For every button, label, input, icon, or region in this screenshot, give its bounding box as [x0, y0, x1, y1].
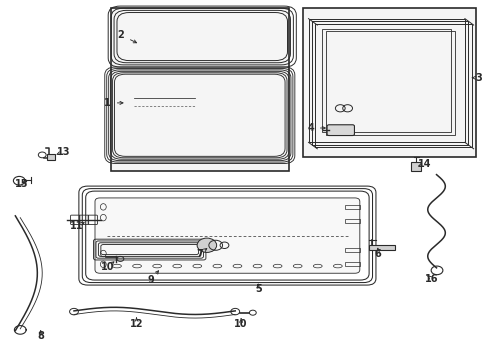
Bar [345, 220, 360, 223]
Text: 1: 1 [104, 98, 111, 108]
Text: 16: 16 [425, 274, 439, 284]
Text: 7: 7 [196, 248, 203, 258]
Text: 3: 3 [475, 73, 482, 83]
Bar [345, 205, 360, 209]
Bar [111, 8, 289, 171]
Text: 13: 13 [56, 147, 70, 157]
Text: 8: 8 [37, 331, 44, 341]
Text: 10: 10 [234, 319, 248, 329]
Text: 2: 2 [117, 30, 124, 40]
Text: 9: 9 [148, 275, 154, 285]
Text: 5: 5 [255, 284, 262, 294]
Circle shape [197, 238, 217, 252]
Text: 6: 6 [374, 248, 381, 258]
Text: 11: 11 [70, 221, 83, 231]
Bar [368, 245, 395, 250]
Bar [411, 162, 421, 171]
Text: 14: 14 [418, 159, 432, 169]
Bar [345, 262, 360, 266]
Bar [303, 8, 476, 157]
FancyBboxPatch shape [95, 198, 360, 273]
Text: 15: 15 [15, 179, 28, 189]
Text: 12: 12 [130, 319, 143, 329]
Bar [47, 154, 55, 159]
Text: 10: 10 [100, 262, 114, 272]
FancyBboxPatch shape [327, 125, 354, 135]
Bar [345, 248, 360, 252]
Text: 4: 4 [308, 123, 315, 133]
